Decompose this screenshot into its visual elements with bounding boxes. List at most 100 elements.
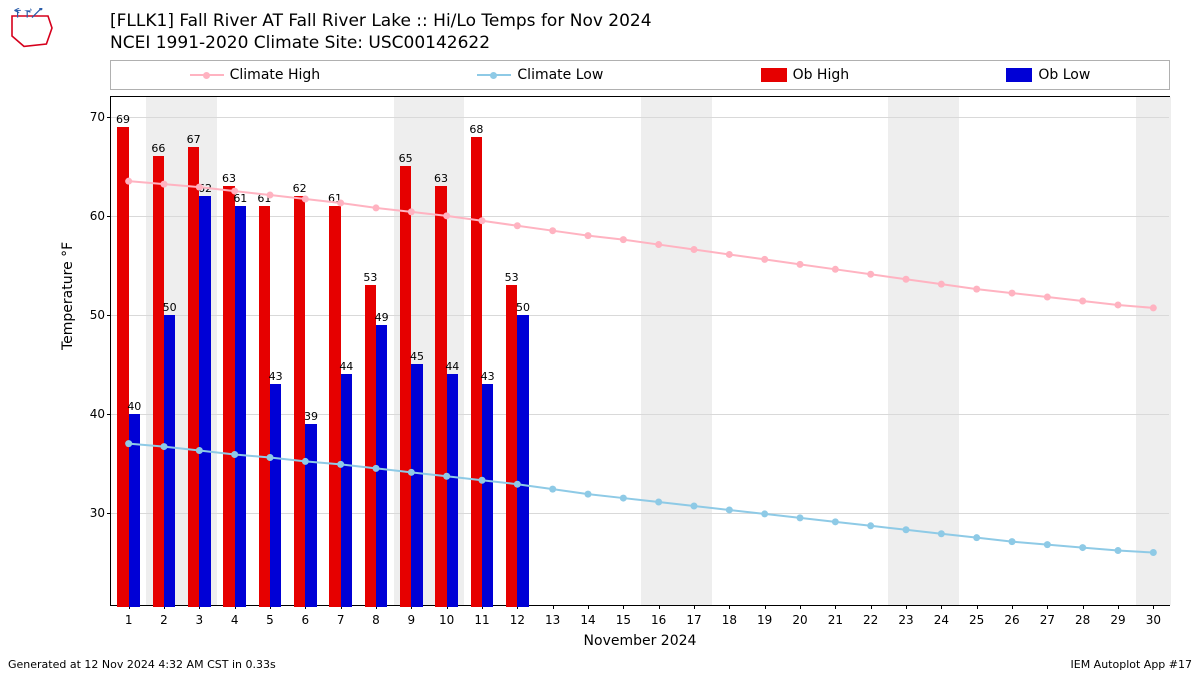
- climate-low-marker: [443, 473, 450, 480]
- climate-low-marker: [938, 530, 945, 537]
- ytick-label: 40: [79, 407, 105, 421]
- climate-low-marker: [867, 522, 874, 529]
- climate-low-marker: [337, 461, 344, 468]
- climate-high-line: [129, 181, 1154, 308]
- legend-marker-climate-low: [477, 74, 511, 76]
- climate-low-marker: [1009, 538, 1016, 545]
- ytick-label: 60: [79, 209, 105, 223]
- legend-label-climate-low: Climate Low: [517, 67, 603, 83]
- ytick-label: 70: [79, 110, 105, 124]
- legend-climate-high: Climate High: [190, 67, 321, 83]
- climate-high-marker: [832, 266, 839, 273]
- legend-ob-high: Ob High: [761, 67, 850, 83]
- xtick-label: 19: [757, 613, 772, 627]
- xtick-label: 21: [828, 613, 843, 627]
- legend-label-climate-high: Climate High: [230, 67, 321, 83]
- xtick-label: 26: [1004, 613, 1019, 627]
- climate-low-marker: [761, 510, 768, 517]
- climate-low-marker: [973, 534, 980, 541]
- climate-low-marker: [1079, 544, 1086, 551]
- climate-low-marker: [691, 502, 698, 509]
- xtick-label: 1: [125, 613, 133, 627]
- chart-title: [FLLK1] Fall River AT Fall River Lake ::…: [110, 10, 652, 54]
- climate-low-marker: [1115, 547, 1122, 554]
- climate-low-marker: [585, 491, 592, 498]
- climate-high-marker: [514, 222, 521, 229]
- xtick-label: 2: [160, 613, 168, 627]
- xtick-label: 20: [792, 613, 807, 627]
- legend-label-ob-high: Ob High: [793, 67, 850, 83]
- x-axis-label: November 2024: [111, 633, 1169, 649]
- xtick-label: 14: [580, 613, 595, 627]
- xtick-label: 6: [302, 613, 310, 627]
- climate-low-marker: [479, 477, 486, 484]
- xtick-label: 30: [1146, 613, 1161, 627]
- climate-high-marker: [443, 212, 450, 219]
- xtick-label: 24: [934, 613, 949, 627]
- xtick-label: 13: [545, 613, 560, 627]
- climate-low-marker: [231, 451, 238, 458]
- title-line-1: [FLLK1] Fall River AT Fall River Lake ::…: [110, 10, 652, 32]
- xtick-label: 15: [616, 613, 631, 627]
- iem-logo: [8, 8, 56, 48]
- climate-low-marker: [302, 458, 309, 465]
- climate-low-marker: [408, 469, 415, 476]
- xtick-label: 4: [231, 613, 239, 627]
- climate-low-marker: [514, 481, 521, 488]
- climate-low-marker: [161, 443, 168, 450]
- xtick-label: 11: [474, 613, 489, 627]
- climate-low-marker: [125, 440, 132, 447]
- xtick-label: 5: [266, 613, 274, 627]
- footer-app: IEM Autoplot App #17: [1071, 658, 1193, 671]
- legend-climate-low: Climate Low: [477, 67, 603, 83]
- ytick-label: 50: [79, 308, 105, 322]
- climate-high-marker: [549, 227, 556, 234]
- climate-high-marker: [302, 196, 309, 203]
- xtick-label: 18: [722, 613, 737, 627]
- plot-area: November 2024 30405060701234567891011121…: [110, 96, 1170, 606]
- climate-high-marker: [231, 188, 238, 195]
- title-line-2: NCEI 1991-2020 Climate Site: USC00142622: [110, 32, 652, 54]
- climate-low-marker: [373, 465, 380, 472]
- climate-high-marker: [1009, 290, 1016, 297]
- climate-high-marker: [196, 184, 203, 191]
- xtick-label: 10: [439, 613, 454, 627]
- xtick-label: 16: [651, 613, 666, 627]
- legend-marker-ob-high: [761, 68, 787, 82]
- legend-ob-low: Ob Low: [1006, 67, 1090, 83]
- climate-low-marker: [832, 518, 839, 525]
- xtick-label: 3: [196, 613, 204, 627]
- legend-marker-climate-high: [190, 74, 224, 76]
- xtick-label: 7: [337, 613, 345, 627]
- climate-high-marker: [797, 261, 804, 268]
- climate-high-marker: [903, 276, 910, 283]
- climate-high-marker: [1079, 298, 1086, 305]
- xtick-label: 17: [686, 613, 701, 627]
- climate-high-marker: [938, 281, 945, 288]
- climate-high-marker: [337, 199, 344, 206]
- y-axis-label: Temperature °F: [60, 242, 76, 350]
- climate-low-marker: [655, 499, 662, 506]
- climate-high-marker: [726, 251, 733, 258]
- xtick-label: 9: [408, 613, 416, 627]
- climate-lines: [111, 97, 1171, 607]
- xtick-label: 23: [898, 613, 913, 627]
- legend: Climate High Climate Low Ob High Ob Low: [110, 60, 1170, 90]
- climate-high-marker: [620, 236, 627, 243]
- climate-high-marker: [373, 204, 380, 211]
- climate-high-marker: [408, 208, 415, 215]
- climate-low-marker: [267, 454, 274, 461]
- climate-low-marker: [1044, 541, 1051, 548]
- climate-high-marker: [479, 217, 486, 224]
- climate-low-line: [129, 444, 1154, 553]
- climate-low-marker: [549, 486, 556, 493]
- climate-high-marker: [125, 178, 132, 185]
- climate-high-marker: [867, 271, 874, 278]
- climate-low-marker: [903, 526, 910, 533]
- xtick-label: 25: [969, 613, 984, 627]
- climate-low-marker: [726, 506, 733, 513]
- xtick-label: 22: [863, 613, 878, 627]
- xtick-label: 27: [1040, 613, 1055, 627]
- legend-marker-ob-low: [1006, 68, 1032, 82]
- climate-high-marker: [973, 286, 980, 293]
